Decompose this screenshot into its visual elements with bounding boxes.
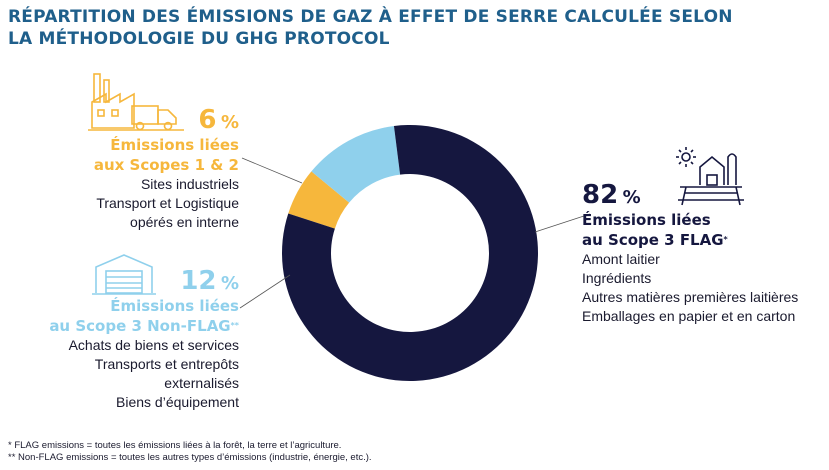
scope3-nonflag-heading-text: au Scope 3 Non-FLAG	[49, 317, 231, 335]
scope12-unit: %	[220, 112, 239, 133]
donut-slices	[282, 124, 538, 381]
scope3-flag-heading-line-2: au Scope 3 FLAG*	[582, 230, 798, 250]
scope3-flag-percent: 82 %	[582, 180, 798, 210]
scope3-flag-value: 82	[582, 180, 619, 210]
chart-title: RÉPARTITION DES ÉMISSIONS DE GAZ À EFFET…	[8, 6, 733, 50]
footnotes: * FLAG emissions = toutes les émissions …	[8, 440, 372, 464]
scope12-detail-2: Transport et Logistique	[96, 195, 239, 211]
donut-slice-scope12	[288, 171, 350, 229]
scope3-nonflag-detail-2: Transports et entrepôts	[94, 356, 239, 372]
chart-title-line-1: RÉPARTITION DES ÉMISSIONS DE GAZ À EFFET…	[8, 7, 733, 27]
leader-line-scope12	[241, 157, 303, 184]
warehouse-icon	[92, 254, 156, 295]
scope12-label: 6 % Émissions liées aux Scopes 1 & 2 Sit…	[94, 105, 239, 232]
scope3-nonflag-value: 12	[180, 266, 217, 296]
leader-line-scope3-nonflag	[239, 274, 291, 309]
scope3-flag-detail-4: Emballages en papier et en carton	[582, 308, 796, 324]
scope3-nonflag-detail-1: Achats de biens et services	[68, 337, 239, 353]
scope12-detail-1: Sites industriels	[140, 176, 239, 192]
scope3-flag-detail-3: Autres matières premières laitières	[582, 289, 799, 305]
leader-line-scope3-flag	[534, 213, 591, 233]
donut-slice-scope3-nonflag	[311, 126, 401, 203]
factory-truck-icon	[88, 73, 184, 131]
scope3-nonflag-label: 12 % Émissions liées au Scope 3 Non-FLAG…	[49, 266, 239, 412]
scope3-flag-footnote-mark: *	[723, 235, 728, 244]
scope3-nonflag-heading-line-1: Émissions liées	[110, 297, 239, 315]
scope12-heading-line-2: aux Scopes 1 & 2	[93, 156, 239, 174]
scope3-flag-unit: %	[622, 187, 641, 208]
scope12-value: 6	[198, 105, 217, 135]
scope3-nonflag-detail-4: Biens d’équipement	[116, 394, 239, 410]
scope3-nonflag-footnote-mark: **	[230, 321, 239, 330]
scope3-flag-label: 82 % Émissions liées au Scope 3 FLAG* Am…	[582, 180, 798, 326]
scope3-flag-heading-line-1: Émissions liées	[582, 211, 711, 229]
scope3-nonflag-heading-line-2: au Scope 3 Non-FLAG**	[49, 316, 239, 336]
footnote-flag: * FLAG emissions = toutes les émissions …	[8, 440, 342, 451]
farm-icon	[676, 147, 744, 206]
scope12-heading-line-1: Émissions liées	[110, 136, 239, 154]
scope12-percent: 6 %	[94, 105, 239, 135]
chart-title-line-2: LA MÉTHODOLOGIE DU GHG PROTOCOL	[8, 29, 390, 49]
footnote-nonflag: ** Non-FLAG emissions = toutes les autre…	[8, 452, 372, 463]
scope3-nonflag-detail-3: externalisés	[164, 375, 239, 391]
scope3-flag-detail-1: Amont laitier	[582, 251, 660, 267]
scope12-detail-3: opérés en interne	[130, 214, 239, 230]
scope3-nonflag-unit: %	[220, 273, 239, 294]
donut-slice-scope3-flag	[282, 124, 538, 381]
scope3-nonflag-percent: 12 %	[49, 266, 239, 296]
scope3-flag-heading-text: au Scope 3 FLAG	[582, 231, 724, 249]
scope3-flag-detail-2: Ingrédients	[582, 270, 652, 286]
